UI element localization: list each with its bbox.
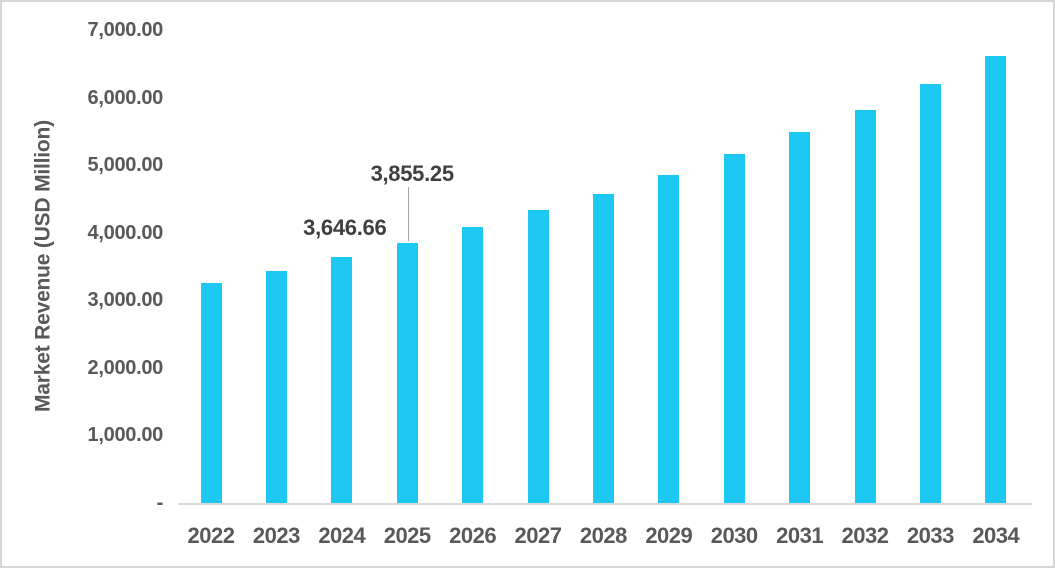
bar-2033 [919,84,941,503]
bar-2029 [658,174,680,503]
bar-2023 [265,270,287,503]
x-label-2034: 2034 [972,523,1020,548]
bar-2032 [854,109,876,503]
bar-2025 [396,242,418,503]
x-label-2029: 2029 [645,523,693,548]
x-label-2025: 2025 [383,523,431,548]
x-label-2028: 2028 [579,523,627,548]
bar-2028 [592,194,614,503]
data-label-2024: 3,646.66 [303,214,387,240]
bar-2031 [789,132,811,503]
y-tick-label: 5,000.00 [87,154,164,177]
x-label-2031: 2031 [776,523,824,548]
x-label-2024: 2024 [318,523,366,548]
x-label-2030: 2030 [710,523,758,548]
bar-2022 [200,283,222,503]
y-tick-label: 3,000.00 [87,289,164,312]
x-label-2027: 2027 [514,523,562,548]
y-tick-label: 7,000.00 [87,19,164,41]
plot-area [178,30,1032,505]
y-tick-label: 2,000.00 [87,356,164,379]
y-tick-label: 6,000.00 [87,86,164,109]
x-label-2032: 2032 [841,523,889,548]
y-tick-label: 1,000.00 [87,424,164,447]
y-tick-label: - [156,492,164,514]
bar-2024 [331,256,353,503]
x-axis-line [178,502,1032,505]
x-label-2023: 2023 [252,523,300,548]
x-label-2022: 2022 [187,523,235,548]
y-tick-label: 4,000.00 [87,221,164,244]
x-label-2033: 2033 [906,523,954,548]
bar-2030 [723,154,745,503]
data-label-2025: 3,855.25 [370,161,455,187]
bar-2026 [462,226,484,503]
bar-2034 [985,56,1007,503]
x-label-2026: 2026 [449,523,497,548]
leader-line-2025 [407,187,410,242]
bar-2027 [527,210,549,503]
